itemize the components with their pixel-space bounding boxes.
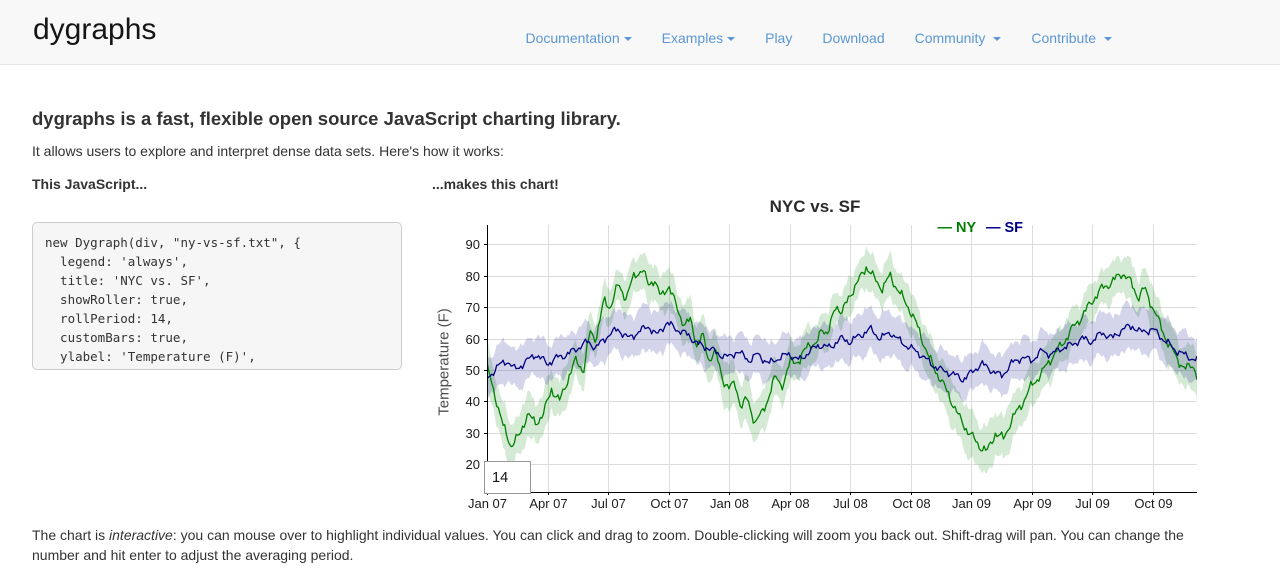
- nav-item-contribute[interactable]: Contribute: [1031, 30, 1112, 46]
- intro-subtext: It allows users to explore and interpret…: [32, 143, 504, 159]
- caret-down-icon: [1104, 37, 1112, 42]
- help-text-part: The chart is: [32, 527, 110, 543]
- code-column: This JavaScript... new Dygraph(div, "ny-…: [32, 176, 402, 370]
- nav-label: Download: [822, 30, 885, 46]
- code-block: new Dygraph(div, "ny-vs-sf.txt", { legen…: [32, 222, 402, 370]
- brand-logo[interactable]: dygraphs: [33, 13, 157, 46]
- nav-label: Play: [765, 30, 793, 46]
- help-text-part: number and hit enter to adjust the avera…: [32, 547, 354, 563]
- svg-text:70: 70: [466, 300, 480, 315]
- svg-text:Jan 07: Jan 07: [468, 496, 507, 511]
- nav-item-examples[interactable]: Examples: [661, 30, 736, 46]
- nav-label: Community: [914, 30, 986, 46]
- chart-canvas[interactable]: 20 30 40 50 60 70 80 90 Jan 07 Apr 07 Jul 07 Oct 07…: [432, 196, 1198, 512]
- svg-text:Jul 08: Jul 08: [833, 496, 868, 511]
- nav-label: Examples: [661, 30, 724, 46]
- svg-text:Jan 09: Jan 09: [952, 496, 991, 511]
- navbar: dygraphs Documentation Examples Play Dow…: [0, 0, 1280, 65]
- chart-column: ...makes this chart! 20 30 40 50 60 70 80 90 Jan…: [432, 176, 1198, 512]
- svg-text:60: 60: [466, 332, 480, 347]
- svg-text:Oct 07: Oct 07: [650, 496, 688, 511]
- dygraph-chart[interactable]: 20 30 40 50 60 70 80 90 Jan 07 Apr 07 Jul 07 Oct 07…: [432, 196, 1198, 512]
- nav-item-documentation[interactable]: Documentation: [525, 30, 632, 46]
- svg-text:20: 20: [466, 457, 480, 472]
- caret-down-icon: [623, 37, 632, 42]
- svg-text:Oct 09: Oct 09: [1134, 496, 1172, 511]
- page-title: dygraphs is a fast, flexible open source…: [32, 108, 621, 129]
- svg-text:Apr 08: Apr 08: [771, 496, 809, 511]
- svg-text:Oct 08: Oct 08: [892, 496, 930, 511]
- two-column-demo: This JavaScript... new Dygraph(div, "ny-…: [32, 176, 1248, 512]
- svg-text:Apr 09: Apr 09: [1013, 496, 1051, 511]
- svg-text:80: 80: [466, 269, 480, 284]
- roll-period-input[interactable]: [484, 461, 531, 494]
- page-content: dygraphs is a fast, flexible open source…: [0, 108, 1280, 565]
- nav-item-download[interactable]: Download: [822, 30, 884, 46]
- svg-text:Jan 08: Jan 08: [710, 496, 749, 511]
- caret-down-icon: [727, 37, 736, 42]
- code-column-label: This JavaScript...: [32, 176, 148, 192]
- help-text-italic: interactive: [109, 527, 173, 543]
- svg-text:Jul 07: Jul 07: [591, 496, 626, 511]
- svg-text:Apr 07: Apr 07: [529, 496, 567, 511]
- nav-item-community[interactable]: Community: [915, 30, 1002, 46]
- chart-column-label: ...makes this chart!: [432, 176, 559, 192]
- svg-text:Jul 09: Jul 09: [1075, 496, 1110, 511]
- svg-text:90: 90: [466, 237, 480, 252]
- nav-label: Contribute: [1031, 30, 1096, 46]
- main-nav: Documentation Examples Play Download Com…: [525, 30, 1112, 46]
- svg-text:50: 50: [466, 363, 480, 378]
- svg-text:40: 40: [466, 394, 480, 409]
- nav-label: Documentation: [525, 30, 620, 46]
- help-text-part: : you can mouse over to highlight indivi…: [172, 527, 1184, 543]
- svg-text:30: 30: [466, 426, 480, 441]
- caret-down-icon: [993, 37, 1002, 42]
- nav-item-play[interactable]: Play: [765, 30, 792, 46]
- interactive-help-text: The chart is interactive: you can mouse …: [32, 525, 1248, 565]
